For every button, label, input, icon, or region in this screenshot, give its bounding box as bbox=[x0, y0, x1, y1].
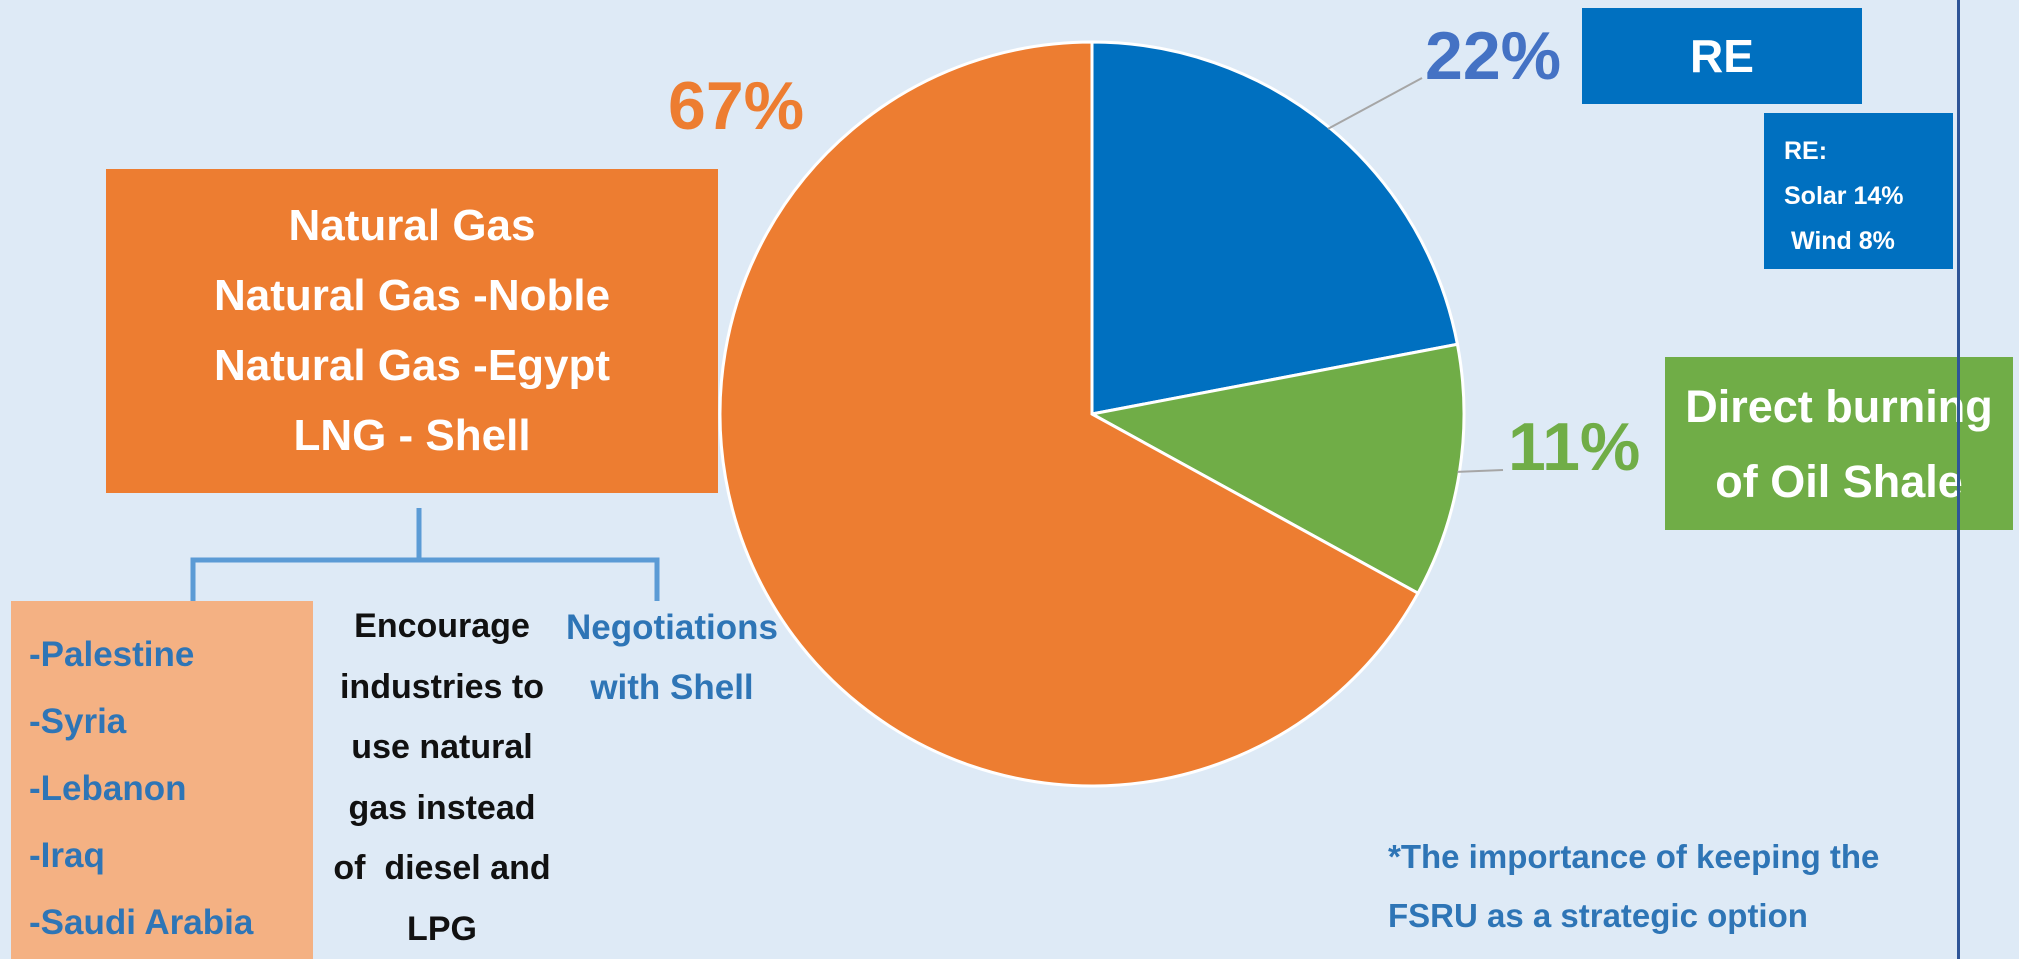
encourage-line: industries to bbox=[339, 667, 545, 706]
encourage-line: gas instead bbox=[348, 788, 536, 827]
country-item: -Lebanon bbox=[29, 769, 187, 808]
re-detail-solar: Solar 14% bbox=[1784, 182, 1904, 210]
fsru-note: *The importance of keeping the FSRU as a… bbox=[1388, 827, 1879, 945]
oil-shale-line-2: of Oil Shale bbox=[1715, 455, 1963, 507]
negotiations-line: with Shell bbox=[590, 668, 754, 707]
re-detail-wind: Wind 8% bbox=[1784, 227, 1895, 255]
oil-shale-box: Direct burning of Oil Shale bbox=[1665, 357, 2013, 530]
re-detail-box: RE: Solar 14% Wind 8% bbox=[1764, 113, 1953, 269]
slide-right-border bbox=[1957, 0, 1960, 959]
re-legend-label: RE bbox=[1690, 30, 1754, 82]
country-item: -Syria bbox=[29, 702, 127, 741]
encourage-line: Encourage bbox=[354, 607, 530, 645]
country-item: -Iraq bbox=[29, 836, 105, 875]
country-item: -Saudi Arabia bbox=[29, 903, 254, 942]
encourage-line: of diesel and bbox=[333, 849, 551, 887]
leader-line bbox=[1327, 77, 1423, 130]
encourage-line: LPG bbox=[407, 909, 477, 948]
negotiations-line: Negotiations bbox=[566, 608, 778, 647]
natural-gas-egypt-line: Natural Gas -Egypt bbox=[213, 341, 611, 390]
fsru-note-line: *The importance of keeping the bbox=[1388, 838, 1880, 875]
fsru-note-line: FSRU as a strategic option bbox=[1388, 897, 1808, 934]
leader-line bbox=[1457, 469, 1504, 473]
natural-gas-box: Natural Gas Natural Gas -Noble Natural G… bbox=[106, 169, 718, 493]
natural-gas-line: Natural Gas bbox=[288, 201, 536, 250]
re-detail-heading: RE: bbox=[1784, 137, 1828, 165]
pie-slice-natural-gas bbox=[718, 40, 1421, 788]
natural-gas-noble-line: Natural Gas -Noble bbox=[213, 271, 611, 320]
negotiations-text: Negotiations with Shell bbox=[552, 598, 792, 718]
country-item: -Palestine bbox=[29, 635, 195, 674]
re-percent-label: 22% bbox=[1425, 18, 1562, 94]
re-legend-box: RE bbox=[1582, 8, 1862, 104]
countries-box: -Palestine -Syria -Lebanon -Iraq -Saudi … bbox=[11, 601, 313, 959]
encourage-line: use natural bbox=[351, 728, 533, 766]
encourage-industries-text: Encourage industries to use natural gas … bbox=[318, 596, 566, 959]
oil-shale-percent-label: 11% bbox=[1508, 409, 1641, 485]
oil-shale-line-1: Direct burning bbox=[1685, 380, 1993, 432]
lng-shell-line: LNG - Shell bbox=[293, 411, 531, 460]
natural-gas-percent-label: 67% bbox=[668, 68, 805, 144]
